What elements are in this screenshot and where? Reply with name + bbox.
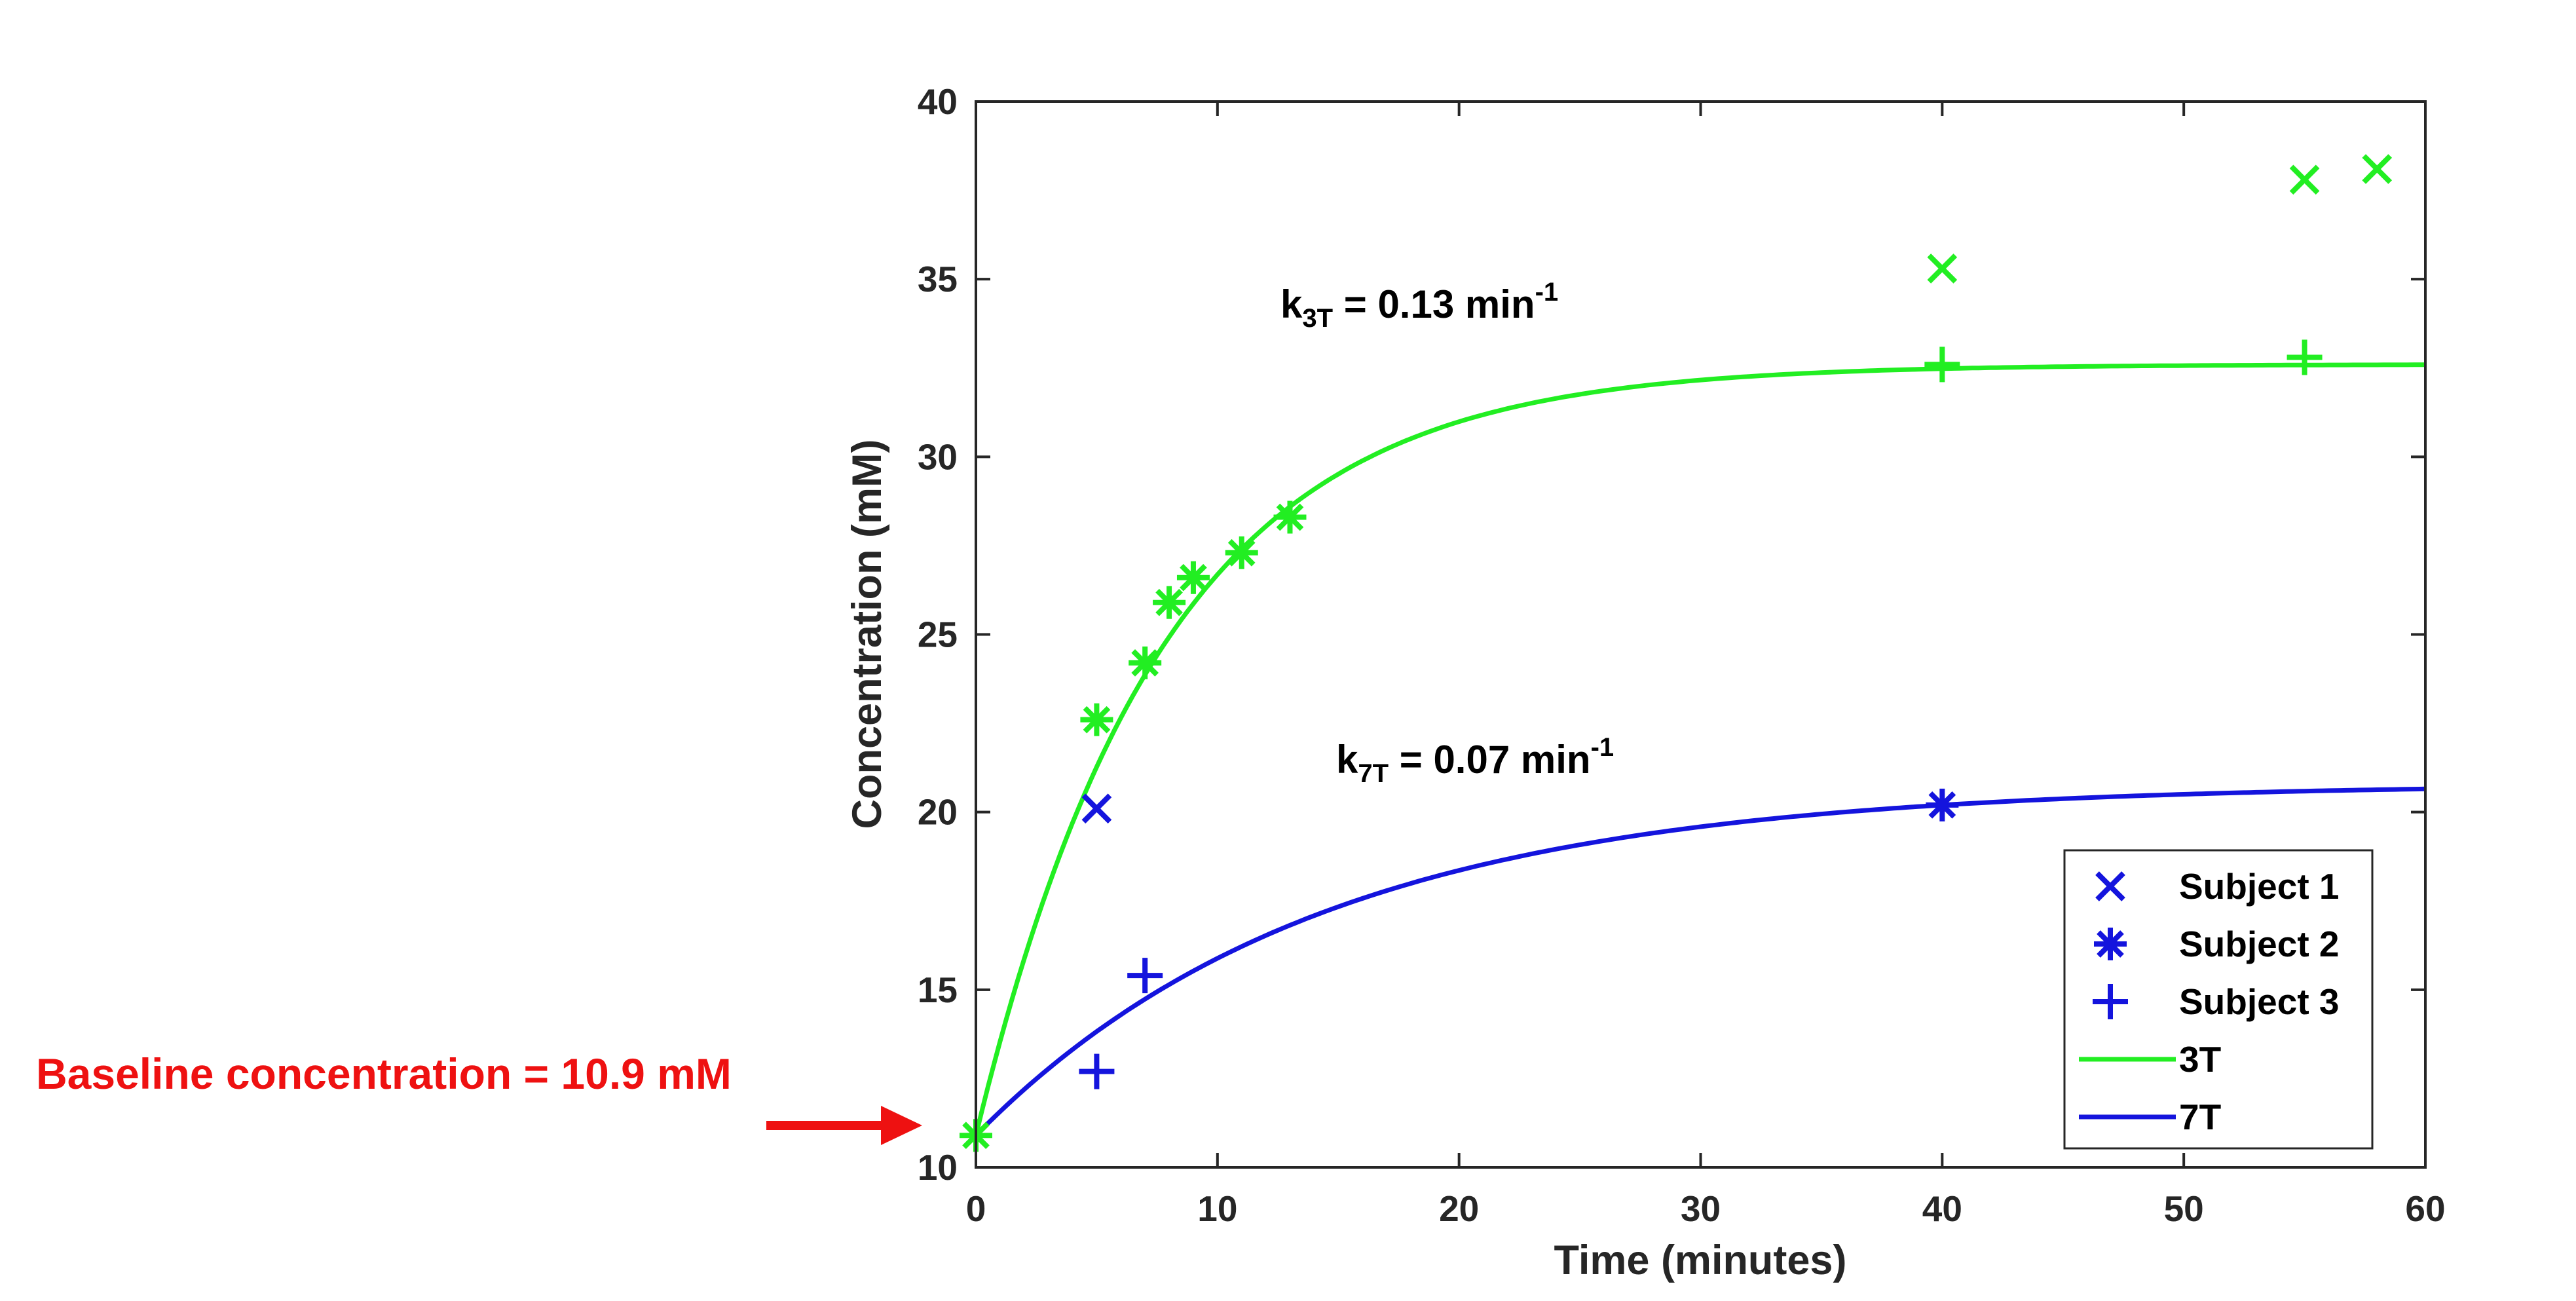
point-subject-1-3t — [1927, 254, 1958, 284]
point-subject-2-3t — [1176, 561, 1210, 594]
y-tick-label: 25 — [918, 614, 958, 655]
y-tick-label: 30 — [918, 436, 958, 477]
legend-marker-plus-icon — [2093, 984, 2128, 1019]
point-subject-1-3t — [2362, 154, 2393, 184]
point-subject-2-3t — [1129, 646, 1162, 679]
fit-curves — [973, 362, 2426, 1137]
k3t-annotation: k3T = 0.13 min-1 — [1280, 278, 1558, 333]
point-subject-3-3t — [1924, 347, 1960, 383]
legend-item-7t: 7T — [2079, 1097, 2221, 1137]
x-tick-label: 50 — [2164, 1188, 2204, 1229]
legend: Subject 1 Subject 2 Subject 3 3T 7T — [2063, 849, 2374, 1150]
y-tick-label: 35 — [918, 259, 958, 299]
point-subject-1-7t — [1081, 793, 1112, 824]
point-subject-3-7t — [1079, 1053, 1115, 1089]
legend-label: Subject 2 — [2179, 924, 2340, 964]
point-subject-2-7t — [1926, 788, 1959, 821]
legend-item-subject-1: Subject 1 — [2095, 866, 2340, 907]
x-tick-label: 30 — [1681, 1188, 1721, 1229]
x-axis-title: Time (minutes) — [1554, 1237, 1847, 1283]
k7t-annotation: k7T = 0.07 min-1 — [1336, 733, 1614, 788]
fit-curve-7t — [974, 786, 2426, 1137]
x-tick-label: 0 — [966, 1188, 986, 1229]
y-tick-label: 10 — [918, 1147, 958, 1188]
baseline-arrow-icon — [766, 1106, 922, 1145]
legend-marker-x-icon — [2095, 871, 2125, 901]
y-tick-label: 40 — [918, 81, 958, 122]
legend-label: 7T — [2179, 1097, 2221, 1137]
x-tick-label: 60 — [2405, 1188, 2445, 1229]
point-subject-2-3t — [1080, 703, 1113, 736]
x-tick-label: 10 — [1197, 1188, 1237, 1229]
point-subject-3-3t — [2287, 339, 2323, 375]
point-subject-3-7t — [1127, 958, 1163, 994]
x-tick-label: 20 — [1439, 1188, 1479, 1229]
y-tick-label: 20 — [918, 792, 958, 833]
legend-label: Subject 3 — [2179, 981, 2340, 1022]
point-subject-2-3t — [1273, 500, 1307, 534]
y-tick-label: 15 — [918, 970, 958, 1010]
x-tick-label: 40 — [1922, 1188, 1962, 1229]
legend-label: Subject 1 — [2179, 866, 2340, 907]
point-subject-2-3t — [1225, 536, 1258, 569]
point-subject-2-3t — [1153, 586, 1186, 619]
legend-label: 3T — [2179, 1039, 2221, 1080]
legend-item-subject-3: Subject 3 — [2093, 981, 2340, 1022]
fit-curve-3t — [973, 362, 2425, 1137]
y-axis-title: Concentration (mM) — [844, 440, 890, 829]
legend-item-subject-2: Subject 2 — [2094, 924, 2340, 964]
legend-marker-asterisk-icon — [2094, 928, 2127, 960]
baseline-annotation: Baseline concentration = 10.9 mM — [36, 1049, 732, 1098]
point-subject-1-3t — [2289, 164, 2320, 195]
legend-item-3t: 3T — [2079, 1039, 2221, 1080]
